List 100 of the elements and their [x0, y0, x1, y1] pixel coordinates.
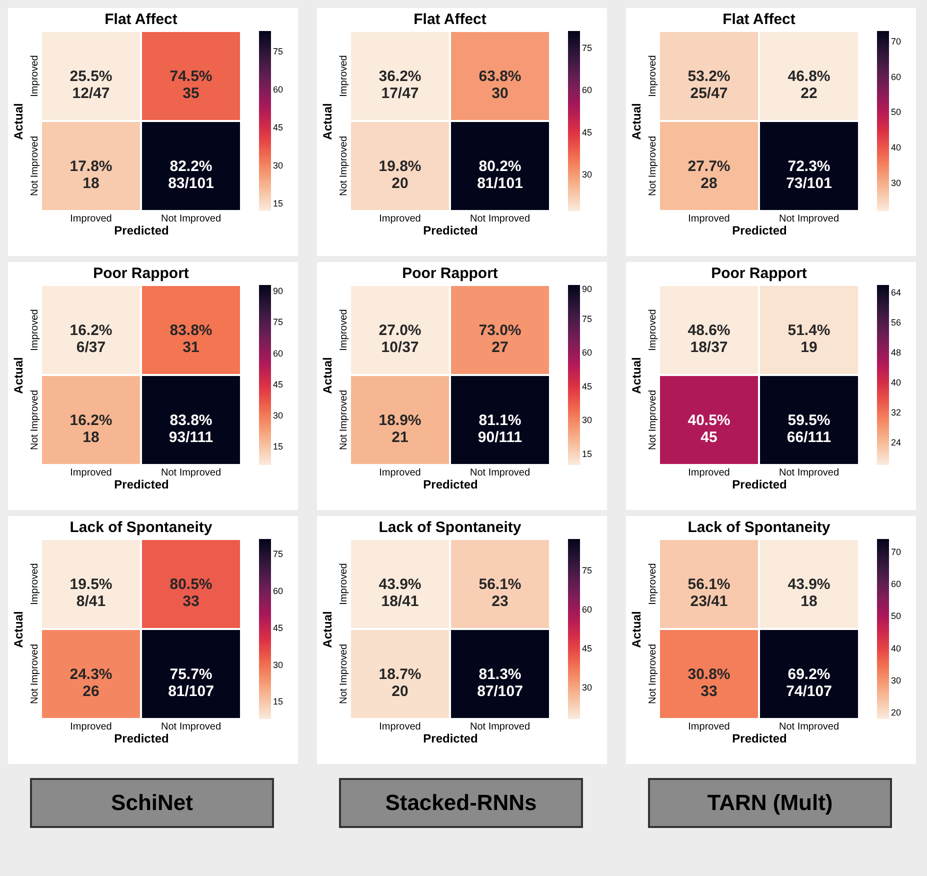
- color-bar-label: 45: [273, 622, 284, 633]
- x-tick-label: Not Improved: [470, 214, 530, 224]
- color-bar-label: 30: [273, 160, 284, 170]
- data-label: 81.1% 90/111: [478, 412, 522, 446]
- color-bar-label: 30: [582, 169, 592, 180]
- data-label: 16.2% 6/37: [70, 322, 112, 356]
- y-tick-label: Improved: [338, 563, 350, 605]
- data-label: 81.3% 87/107: [477, 666, 523, 700]
- color-bar-label: 30: [891, 675, 902, 686]
- data-label: 51.4% 19: [788, 322, 830, 356]
- color-bar-label: 60: [273, 84, 284, 94]
- x-tick-label: Not Improved: [470, 468, 530, 478]
- data-label: 19.5% 8/41: [70, 576, 112, 610]
- x-tick-label: Not Improved: [470, 722, 530, 732]
- color-bar-label: 75: [582, 565, 592, 576]
- color-bar-label: 75: [273, 317, 284, 328]
- color-bar-label: 75: [273, 548, 284, 559]
- data-label: 56.1% 23: [478, 576, 522, 610]
- data-label: 43.9% 18: [788, 576, 830, 610]
- data-label: 69.2% 74/107: [786, 666, 832, 700]
- y-axis-title: Actual: [320, 103, 334, 140]
- text: TARN (Mult): [648, 778, 892, 828]
- color-bar-label: 70: [891, 546, 902, 557]
- x-tick-label: Improved: [70, 722, 112, 732]
- y-tick-label: Improved: [648, 309, 658, 351]
- color-bar-label: 45: [273, 122, 284, 132]
- x-tick-label: Not Improved: [778, 468, 840, 478]
- data-label: 24.3% 26: [70, 666, 112, 700]
- text: Stacked-RNNs: [339, 778, 583, 828]
- color-bar-label: 32: [891, 408, 902, 418]
- color-bar-label: 30: [582, 415, 592, 425]
- color-bar-label: 60: [582, 85, 592, 96]
- color-bar-label: 60: [891, 72, 902, 82]
- color-bar-label: 60: [891, 579, 902, 589]
- color-bar-label: 40: [891, 643, 902, 654]
- color-bar-label: 20: [891, 708, 902, 718]
- data-label: 56.1% 23/41: [688, 576, 730, 610]
- y-axis-title: Actual: [630, 357, 644, 394]
- y-tick-label: Improved: [30, 55, 40, 97]
- x-tick-label: Not Improved: [778, 722, 840, 732]
- data-label: 46.8% 22: [788, 68, 830, 102]
- x-tick-label: Improved: [70, 214, 112, 224]
- color-bar-label: 15: [273, 696, 284, 707]
- x-tick-label: Improved: [379, 468, 421, 478]
- color-bar-label: 15: [582, 448, 592, 459]
- color-bar-label: 60: [273, 586, 284, 596]
- x-tick-label: Improved: [70, 468, 112, 478]
- color-bar-label: 15: [273, 198, 284, 208]
- chart-title: Poor Rapport: [402, 265, 498, 282]
- color-bar-label: 75: [582, 42, 592, 53]
- x-tick-label: Not Improved: [160, 214, 222, 224]
- data-label: 73.0% 27: [478, 322, 522, 356]
- data-label: 43.9% 18/41: [378, 576, 422, 610]
- x-axis-title: Predicted: [114, 224, 169, 238]
- x-axis-title: Predicted: [114, 732, 169, 746]
- chart-title: Flat Affect: [414, 11, 486, 28]
- x-axis-title: Predicted: [423, 732, 478, 746]
- color-bar-label: 45: [582, 381, 592, 392]
- data-label: 63.8% 30: [478, 68, 522, 102]
- color-bar-label: 90: [582, 284, 592, 294]
- y-tick-label: Improved: [338, 55, 350, 97]
- y-axis-title: Actual: [12, 357, 26, 394]
- data-label: 74.5% 35: [170, 68, 212, 102]
- color-bar-label: 30: [582, 682, 592, 693]
- y-axis-title: Actual: [320, 611, 334, 648]
- chart-title: Flat Affect: [722, 11, 796, 28]
- chart-title: Flat Affect: [104, 11, 178, 28]
- x-tick-label: Not Improved: [160, 722, 222, 732]
- data-label: 36.2% 17/47: [378, 68, 422, 102]
- color-bar-label: 60: [273, 348, 284, 358]
- data-label: 17.8% 18: [70, 158, 112, 192]
- color-bar-label: 24: [891, 438, 902, 448]
- x-tick-label: Improved: [688, 722, 730, 732]
- color-bar-label: 15: [273, 441, 284, 452]
- data-label: 16.2% 18: [70, 412, 112, 446]
- data-label: 59.5% 66/111: [786, 412, 832, 446]
- data-label: 25.5% 12/47: [70, 68, 112, 102]
- color-bar-label: 40: [891, 378, 902, 388]
- color-bar-label: 70: [891, 36, 902, 47]
- y-axis-title: Actual: [630, 611, 644, 648]
- x-axis-title: Predicted: [423, 478, 478, 492]
- color-bar-label: 50: [891, 611, 902, 622]
- y-tick-label: Improved: [648, 55, 658, 97]
- text: SchiNet: [30, 778, 274, 828]
- chart-title: Lack of Spontaneity: [70, 519, 213, 536]
- chart-title: Lack of Spontaneity: [378, 519, 522, 536]
- color-bar-label: 50: [891, 107, 902, 118]
- data-label: 18.7% 20: [378, 666, 422, 700]
- y-tick-label: Improved: [648, 563, 658, 605]
- color-bar-label: 48: [891, 348, 902, 358]
- data-label: 75.7% 81/107: [168, 666, 214, 700]
- color-bar-label: 75: [273, 46, 284, 56]
- color-bar-label: 45: [582, 644, 592, 654]
- data-label: 83.8% 31: [170, 322, 212, 356]
- x-tick-label: Improved: [688, 468, 730, 478]
- data-label: 80.5% 33: [170, 576, 212, 610]
- x-tick-label: Not Improved: [160, 468, 222, 478]
- data-label: 53.2% 25/47: [688, 68, 730, 102]
- color-bar-label: 75: [582, 314, 592, 324]
- y-axis-title: Actual: [12, 611, 26, 648]
